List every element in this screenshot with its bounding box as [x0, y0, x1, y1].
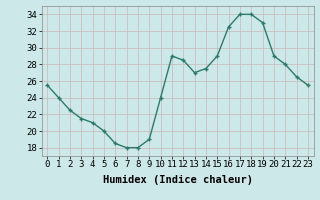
X-axis label: Humidex (Indice chaleur): Humidex (Indice chaleur) [103, 175, 252, 185]
